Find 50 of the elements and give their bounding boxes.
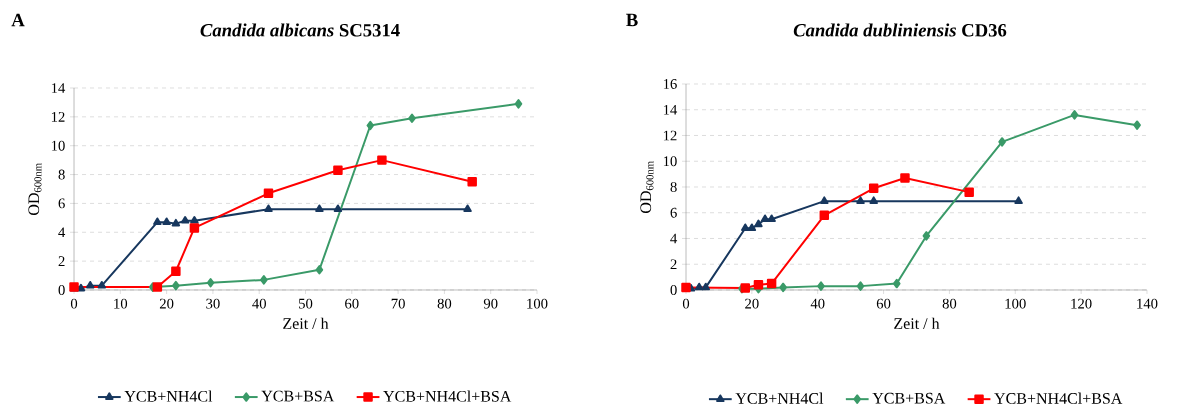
y-tick-label: 10 bbox=[51, 140, 65, 151]
y-tick-label: 12 bbox=[51, 112, 65, 122]
x-tick-label: 100 bbox=[527, 298, 548, 309]
y-axis-title: OD$_{600nm}$ bbox=[28, 163, 42, 216]
x-tick-label: 40 bbox=[252, 298, 266, 309]
y-tick-label: 14 bbox=[663, 104, 678, 115]
x-tick-label: 140 bbox=[1137, 298, 1158, 309]
x-tick-label: 0 bbox=[682, 298, 690, 309]
x-tick-label: 120 bbox=[1071, 298, 1092, 309]
x-tick-label: 20 bbox=[159, 298, 174, 309]
x-axis-title: Zeit / h bbox=[283, 317, 329, 329]
legend-label: YCB+BSA bbox=[261, 390, 335, 402]
chart-title: Candida albicans SC5314 bbox=[200, 23, 400, 37]
y-tick-label: 2 bbox=[670, 259, 677, 270]
y-axis-title: OD$_{600nm}$ bbox=[640, 161, 654, 214]
x-tick-label: 80 bbox=[437, 298, 452, 309]
y-tick-label: 14 bbox=[51, 83, 66, 93]
legend-label: YCB+NH4Cl bbox=[124, 390, 213, 402]
y-tick-label: 6 bbox=[670, 207, 677, 218]
x-tick-label: 90 bbox=[483, 298, 498, 309]
chart-title: Candida dubliniensis CD36 bbox=[793, 23, 1007, 37]
y-tick-label: 16 bbox=[663, 79, 677, 89]
y-tick-label: 6 bbox=[58, 198, 65, 209]
legend-label: YCB+NH4Cl+BSA bbox=[994, 392, 1123, 404]
x-tick-label: 70 bbox=[391, 298, 405, 309]
x-tick-label: 60 bbox=[345, 298, 359, 309]
y-tick-label: 2 bbox=[58, 256, 65, 266]
x-tick-label: 60 bbox=[876, 298, 891, 309]
x-tick-label: 10 bbox=[114, 298, 128, 309]
y-tick-label: 8 bbox=[670, 182, 677, 192]
y-tick-label: 0 bbox=[670, 285, 677, 295]
y-tick-label: 0 bbox=[58, 285, 65, 295]
y-tick-label: 4 bbox=[670, 233, 678, 244]
text: A bbox=[11, 13, 25, 27]
x-tick-label: 50 bbox=[299, 298, 313, 309]
y-tick-label: 10 bbox=[663, 156, 677, 167]
x-axis-title: Zeit / h bbox=[894, 317, 940, 329]
x-tick-label: 80 bbox=[942, 298, 957, 309]
x-tick-label: 30 bbox=[206, 298, 220, 309]
y-tick-label: 8 bbox=[58, 169, 65, 180]
x-tick-label: 20 bbox=[745, 298, 759, 309]
legend-label: YCB+NH4Cl bbox=[735, 392, 824, 404]
x-tick-label: 40 bbox=[810, 298, 825, 309]
y-tick-label: 4 bbox=[58, 227, 66, 238]
x-tick-label: 100 bbox=[1005, 298, 1026, 309]
legend-label: YCB+BSA bbox=[872, 392, 946, 404]
text: B bbox=[626, 13, 638, 27]
legend-label: YCB+NH4Cl+BSA bbox=[383, 390, 512, 402]
y-tick-label: 12 bbox=[663, 130, 677, 141]
x-tick-label: 0 bbox=[70, 298, 78, 309]
